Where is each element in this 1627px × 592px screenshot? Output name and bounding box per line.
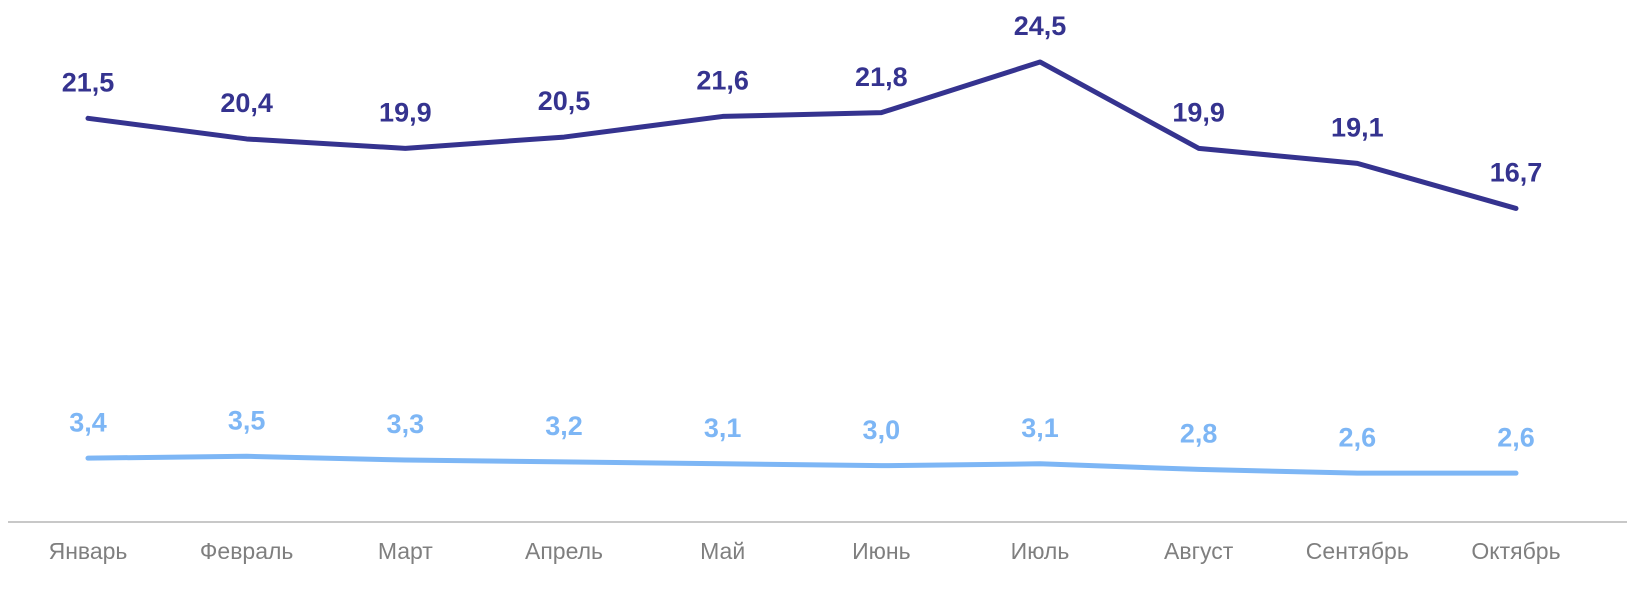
data-label: 3,1 bbox=[704, 413, 742, 443]
x-tick-label: Август bbox=[1164, 538, 1234, 564]
x-tick-label: Октябрь bbox=[1471, 538, 1560, 564]
data-label: 2,6 bbox=[1497, 422, 1535, 452]
data-label: 21,8 bbox=[855, 62, 908, 92]
data-label: 20,5 bbox=[538, 86, 591, 116]
data-label: 2,8 bbox=[1180, 419, 1218, 449]
data-label: 3,2 bbox=[545, 411, 583, 441]
data-label: 3,1 bbox=[1021, 413, 1059, 443]
data-label: 24,5 bbox=[1014, 11, 1067, 41]
data-label: 21,6 bbox=[696, 66, 749, 96]
data-label: 3,5 bbox=[228, 405, 266, 435]
x-tick-label: Январь bbox=[49, 538, 128, 564]
x-tick-label: Сентябрь bbox=[1306, 538, 1409, 564]
data-label: 19,9 bbox=[379, 97, 432, 127]
data-label: 2,6 bbox=[1339, 422, 1377, 452]
data-label: 19,9 bbox=[1172, 97, 1225, 127]
data-label: 20,4 bbox=[220, 88, 273, 118]
x-tick-label: Февраль bbox=[200, 538, 293, 564]
data-label: 21,5 bbox=[62, 67, 115, 97]
data-label: 16,7 bbox=[1490, 158, 1543, 188]
data-label: 3,0 bbox=[863, 415, 901, 445]
data-label: 3,4 bbox=[69, 407, 107, 437]
series-line bbox=[85, 59, 1519, 211]
x-tick-label: Май bbox=[700, 538, 745, 564]
x-tick-label: Июль bbox=[1011, 538, 1070, 564]
series-line bbox=[85, 453, 1519, 476]
x-tick-label: Июнь bbox=[852, 538, 910, 564]
x-tick-label: Апрель bbox=[525, 538, 603, 564]
data-label: 19,1 bbox=[1331, 112, 1384, 142]
data-label: 3,3 bbox=[387, 409, 425, 439]
x-tick-label: Март bbox=[378, 538, 433, 564]
